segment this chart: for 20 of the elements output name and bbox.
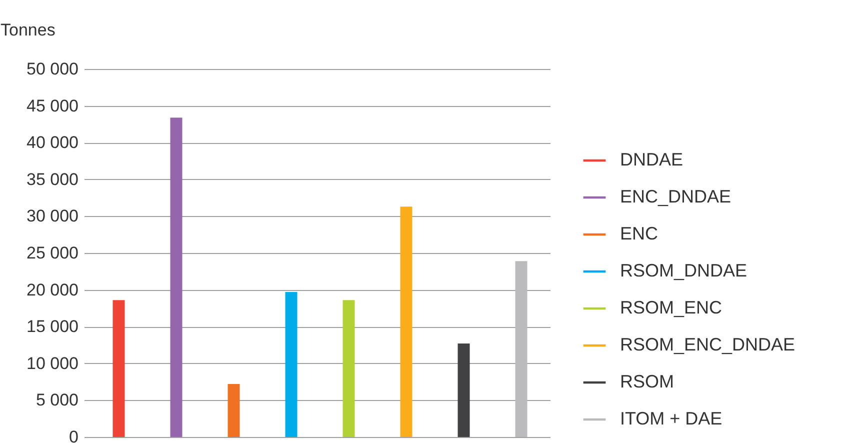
legend-label: RSOM_ENC_DNDAE (620, 334, 796, 354)
y-tick-label: 10 000 (26, 354, 78, 373)
y-tick-label: 15 000 (26, 317, 78, 336)
y-tick-label: 20 000 (26, 280, 78, 300)
y-tick-label: 50 000 (26, 60, 78, 78)
y-tick-label: 30 000 (26, 206, 78, 226)
legend-label: ENC (620, 224, 658, 244)
y-tick-label: 5 000 (36, 390, 78, 410)
y-axis-title: Tonnes (0, 20, 56, 40)
y-tick-label: 35 000 (26, 170, 78, 189)
y-tick-label: 0 (69, 428, 78, 443)
y-tick-label: 45 000 (26, 96, 78, 116)
legend-label: DNDAE (620, 150, 684, 170)
legend-label: RSOM (620, 372, 674, 392)
legend-label: ITOM + DAE (620, 408, 722, 428)
legend-label: ENC_DNDAE (620, 186, 732, 206)
y-tick-label: 25 000 (26, 244, 78, 262)
legend-label: RSOM_DNDAE (620, 260, 748, 280)
legend-label: RSOM_ENC (620, 298, 722, 318)
y-tick-label: 40 000 (26, 133, 78, 152)
